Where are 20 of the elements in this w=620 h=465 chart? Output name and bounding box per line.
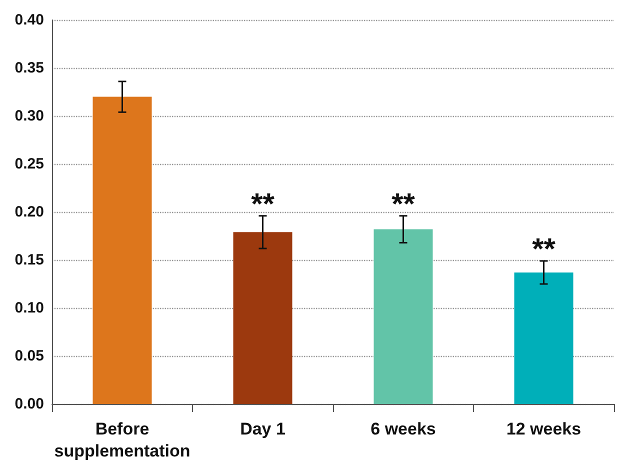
y-tick-label: 0.05 xyxy=(14,348,44,364)
bar xyxy=(92,96,152,404)
y-tick-label: 0.30 xyxy=(14,108,44,124)
x-tick-label: Day 1 xyxy=(240,420,286,438)
bar xyxy=(233,232,292,404)
y-tick-label: 0.10 xyxy=(14,300,44,316)
y-tick-label: 0.00 xyxy=(14,396,44,412)
annotation: ** xyxy=(392,188,416,221)
annotation: ** xyxy=(251,188,275,221)
y-tick-label: 0.20 xyxy=(14,204,44,220)
y-tick-label: 0.15 xyxy=(14,252,44,268)
y-tick-label: 0.25 xyxy=(14,156,44,172)
x-tick-label: 6 weeks xyxy=(370,420,436,438)
bar xyxy=(514,272,574,404)
bar xyxy=(374,229,433,404)
x-tick-label: Before supplementation xyxy=(54,420,190,460)
x-tick-label: 12 weeks xyxy=(506,420,582,438)
annotation: ** xyxy=(532,232,556,266)
y-tick-label: 0.35 xyxy=(14,60,44,76)
y-tick-label: 0.40 xyxy=(14,12,44,28)
